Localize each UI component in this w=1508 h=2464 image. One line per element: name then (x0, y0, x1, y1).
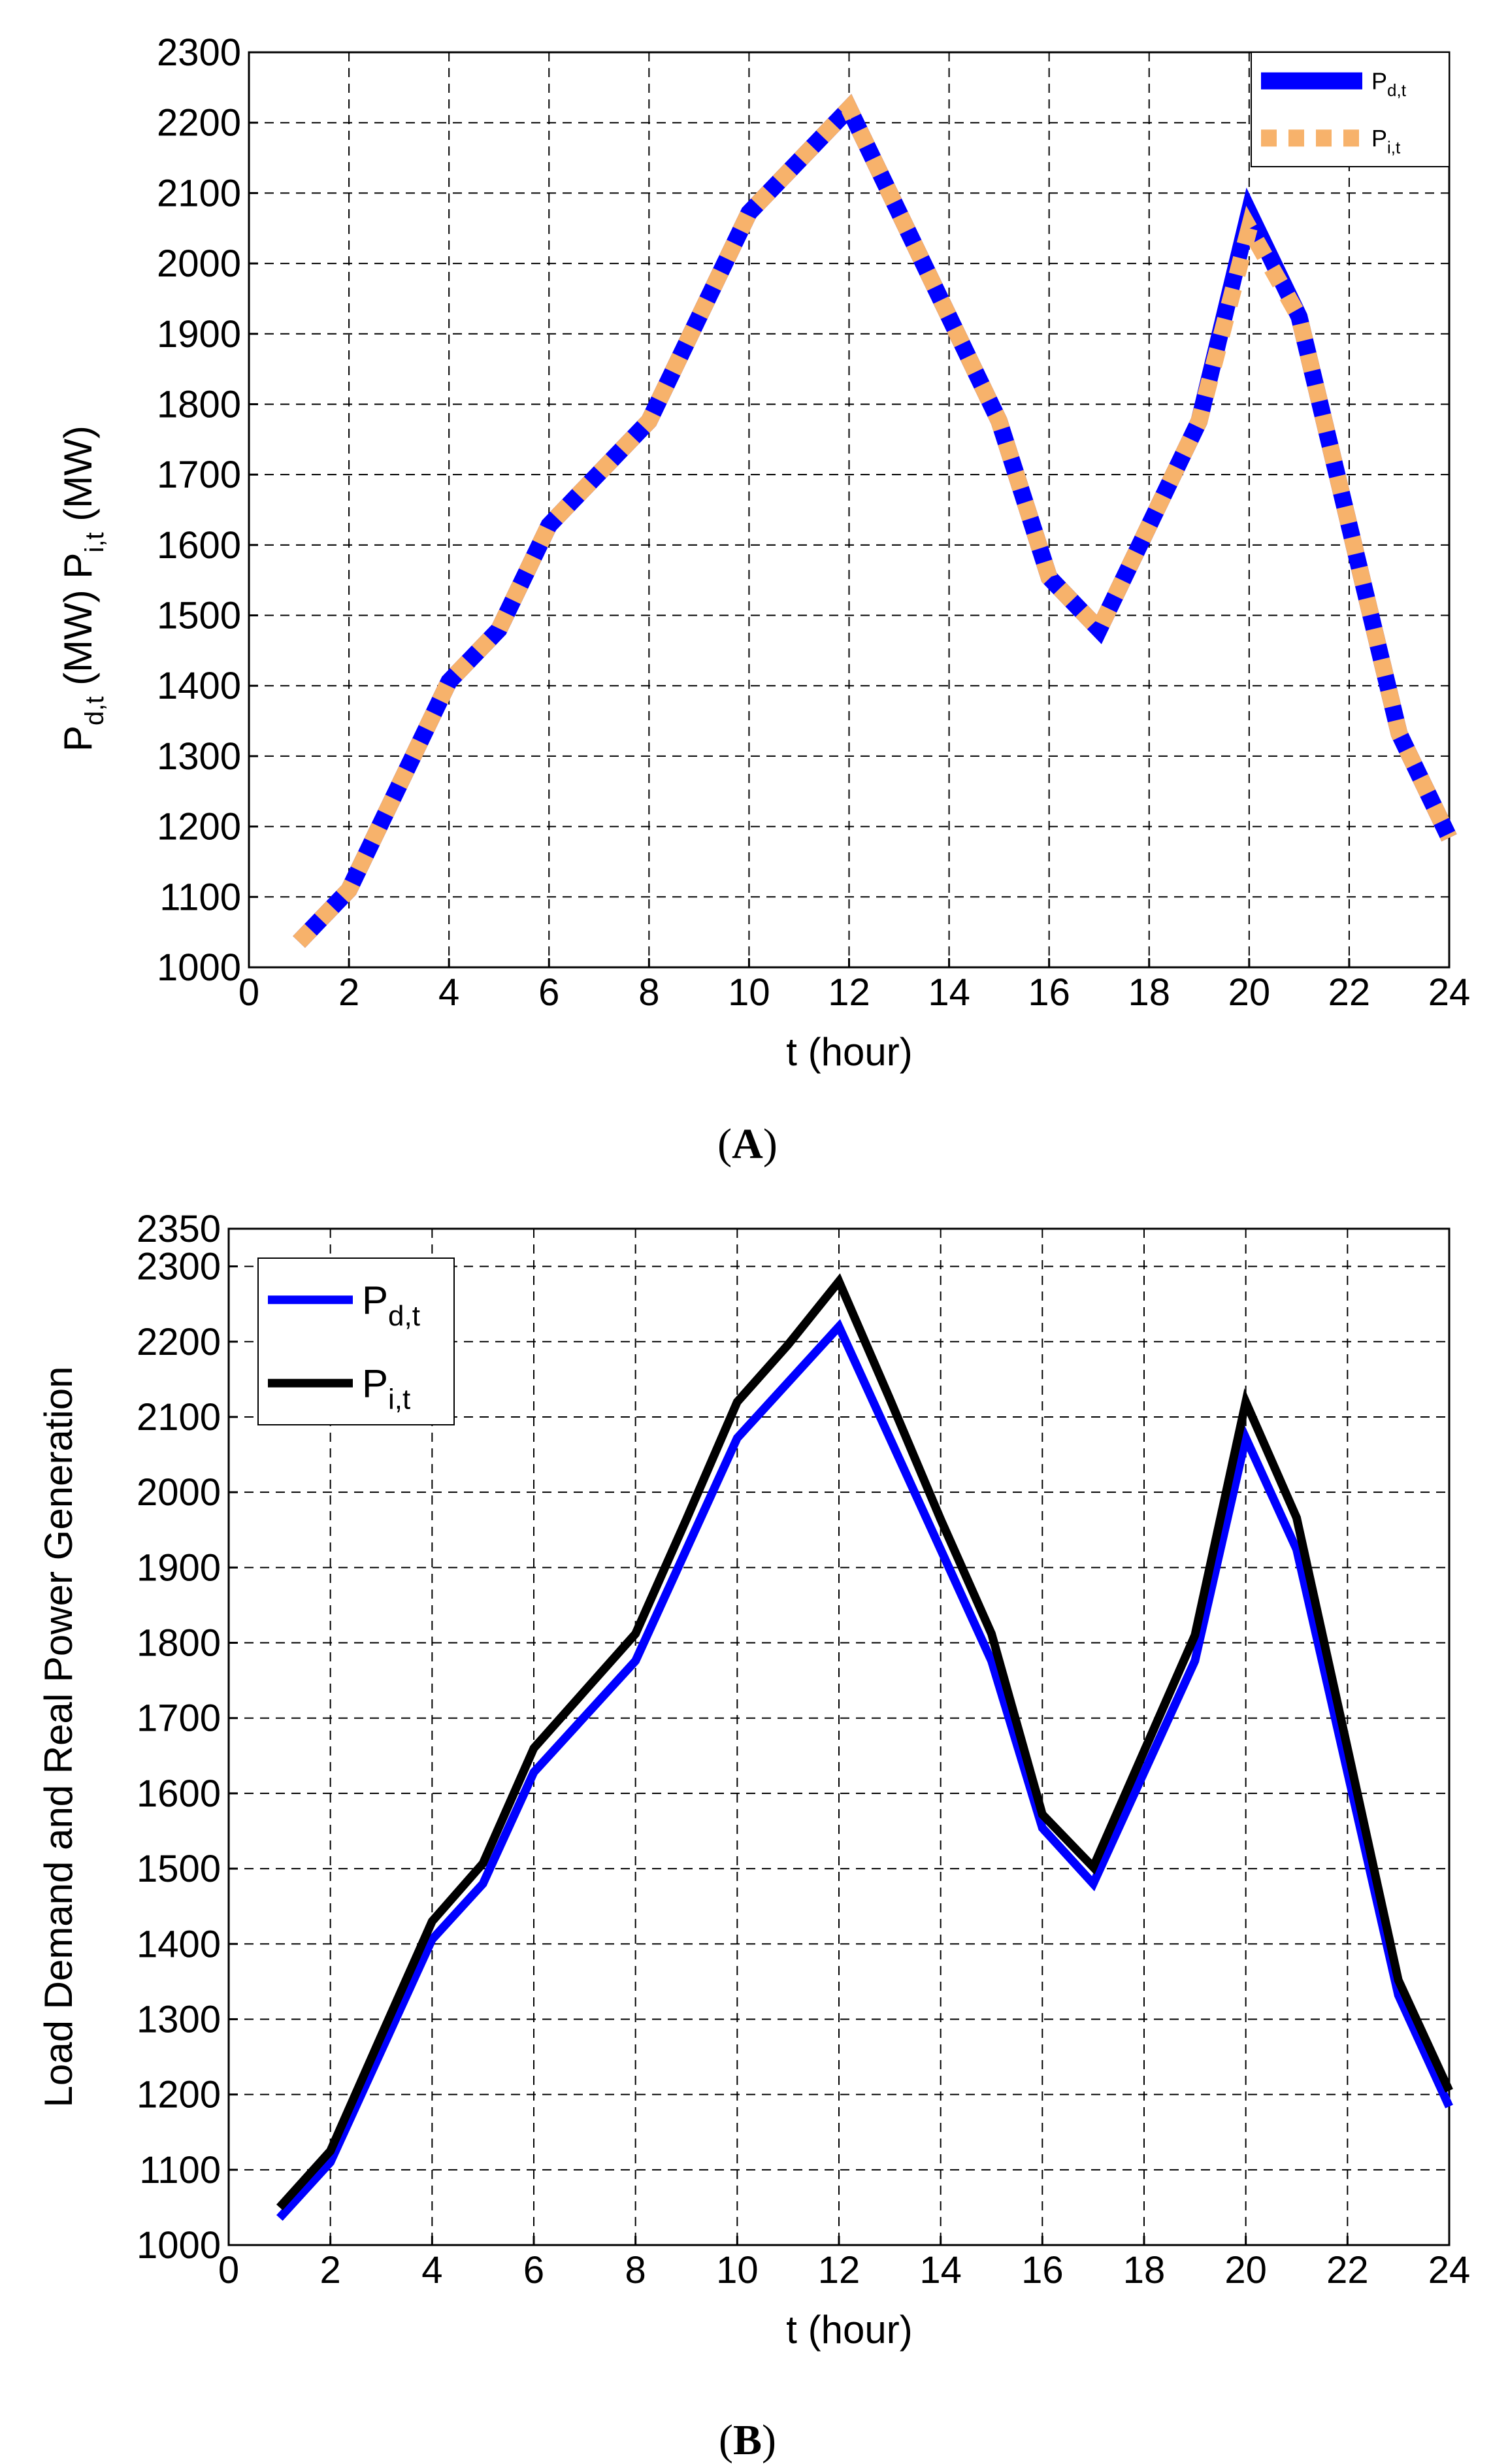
x-axis-label: t (hour) (786, 2308, 912, 2352)
y-tick-label: 2300 (137, 1246, 221, 1288)
legend-symbol: P (1371, 67, 1387, 94)
y-label-symbol: P (56, 553, 100, 579)
chart-panel-b: 0 2 4 6 8 10 12 14 16 18 20 22 241000110012001300140… (37, 1208, 1470, 2464)
caption-letter: A (732, 1120, 763, 1168)
legend-subscript: i,t (1387, 138, 1401, 158)
series-line-it (276, 1273, 1453, 2210)
caption-paren: ( (719, 2416, 733, 2464)
caption-letter: B (733, 2416, 762, 2464)
x-tick-label: 0 (238, 971, 259, 1014)
x-tick-label: 6 (538, 971, 559, 1014)
x-tick-label: 16 (1028, 971, 1070, 1014)
y-tick-label: 1600 (157, 524, 241, 567)
series-line-dt (276, 1319, 1453, 2221)
legend: Pd,tPi,t (257, 1257, 455, 1425)
caption-paren: ( (717, 1120, 732, 1168)
x-tick-label: 24 (1428, 2249, 1471, 2291)
legend-subscript: d,t (1387, 80, 1407, 100)
legend-symbol: P (362, 1278, 388, 1322)
legend-label: Pd,t (1371, 67, 1407, 100)
legend-symbol: P (1371, 125, 1387, 152)
legend-subscript: d,t (388, 1300, 420, 1332)
y-tick-label: 2000 (137, 1471, 221, 1514)
x-tick-label: 2 (320, 2249, 341, 2291)
y-tick-label: 2200 (137, 1321, 221, 1363)
x-tick-label: 14 (928, 971, 970, 1014)
y-tick-label: 2200 (157, 102, 241, 144)
panel-caption: (A) (717, 1120, 778, 1168)
x-tick-label: 22 (1326, 2249, 1369, 2291)
legend-box (257, 1257, 455, 1425)
x-tick-label: 8 (638, 971, 659, 1014)
x-tick-label: 12 (828, 971, 870, 1014)
x-tick-label: 20 (1228, 971, 1271, 1014)
y-tick-label: 2350 (137, 1208, 221, 1250)
y-tick-label: 1800 (157, 383, 241, 425)
y-tick-label: 2100 (137, 1396, 221, 1439)
legend-label: Pi,t (1371, 125, 1401, 158)
x-tick-label: 10 (716, 2249, 759, 2291)
y-axis-label: Pd,t (MW) Pi,t (MW) (56, 425, 109, 752)
y-tick-label: 1100 (159, 876, 241, 918)
y-tick-label: 1000 (137, 2224, 221, 2267)
panel-caption: (B) (719, 2416, 776, 2464)
y-tick-label: 1300 (157, 735, 241, 778)
legend-symbol: P (362, 1361, 388, 1405)
series-line-it (293, 93, 1457, 948)
y-label-symbol: P (56, 725, 100, 752)
x-tick-label: 24 (1428, 971, 1471, 1014)
y-label-unit: (MW) (56, 579, 100, 697)
y-tick-label: 1100 (139, 2149, 221, 2191)
y-tick-label: 1900 (137, 1546, 221, 1589)
y-tick-label: 1500 (137, 1848, 221, 1890)
legend: Pd,tPi,t (1251, 52, 1450, 167)
y-tick-label: 1800 (137, 1622, 221, 1665)
y-label-unit: (MW) (56, 425, 100, 532)
y-tick-label: 1200 (157, 806, 241, 848)
x-tick-label: 2 (338, 971, 359, 1014)
legend-label: Pd,t (362, 1278, 420, 1332)
legend-box (1251, 52, 1450, 167)
y-axis-label: Load Demand and Real Power Generation (37, 1366, 80, 2107)
x-tick-label: 22 (1328, 971, 1371, 1014)
x-tick-label: 12 (818, 2249, 861, 2291)
x-tick-label: 14 (919, 2249, 962, 2291)
y-tick-label: 1300 (137, 1998, 221, 2040)
x-tick-label: 20 (1224, 2249, 1267, 2291)
legend-label: Pi,t (362, 1361, 410, 1415)
x-tick-label: 18 (1123, 2249, 1166, 2291)
y-tick-label: 1200 (137, 2074, 221, 2116)
legend-subscript: i,t (388, 1383, 410, 1415)
x-tick-label: 0 (218, 2249, 239, 2291)
caption-paren: ) (763, 1120, 778, 1168)
x-tick-label: 6 (523, 2249, 544, 2291)
x-tick-label: 8 (625, 2249, 646, 2291)
y-tick-label: 1700 (137, 1697, 221, 1740)
y-tick-label: 1400 (137, 1923, 221, 1965)
x-tick-label: 4 (421, 2249, 442, 2291)
x-tick-label: 16 (1021, 2249, 1064, 2291)
y-label-subscript: d,t (80, 696, 109, 725)
x-tick-label: 10 (728, 971, 770, 1014)
y-tick-label: 1600 (137, 1773, 221, 1815)
y-tick-label: 1400 (157, 665, 241, 707)
x-tick-label: 18 (1128, 971, 1170, 1014)
y-label-subscript: i,t (80, 532, 109, 552)
series-line-dt (293, 93, 1457, 948)
y-tick-label: 2300 (157, 31, 241, 74)
y-tick-label: 1900 (157, 313, 241, 356)
x-axis-label: t (hour) (786, 1030, 912, 1074)
chart-panel-a: 0 2 4 6 8 10 12 14 16 18 20 22 241000110012001300140… (56, 31, 1470, 1168)
y-tick-label: 1500 (157, 595, 241, 637)
caption-paren: ) (762, 2416, 776, 2464)
y-tick-label: 2100 (157, 172, 241, 214)
y-tick-label: 1000 (157, 946, 241, 989)
y-tick-label: 2000 (157, 242, 241, 285)
y-tick-label: 1700 (157, 454, 241, 496)
x-tick-label: 4 (438, 971, 459, 1014)
